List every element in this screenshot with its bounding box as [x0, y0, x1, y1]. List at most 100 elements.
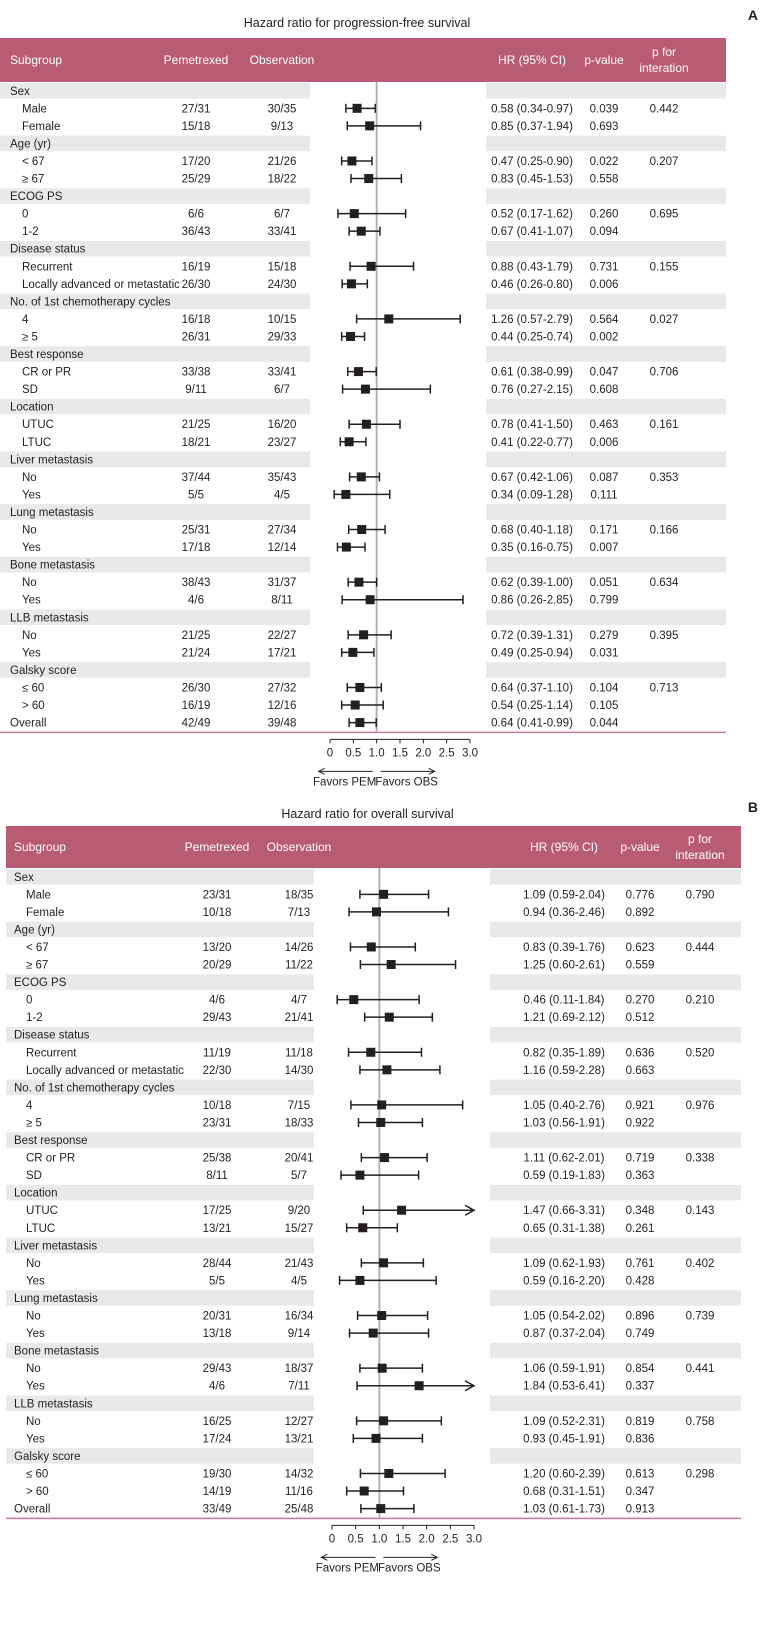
favors-pem-label: Favors PEM	[316, 1562, 379, 1574]
group-label: Sex	[14, 872, 34, 884]
group-band-left	[6, 1342, 314, 1359]
group-band-left	[0, 83, 310, 99]
ci-arrow	[464, 1204, 476, 1216]
hr-point	[346, 331, 356, 341]
p-value: 0.006	[590, 279, 619, 291]
group-band-right	[486, 135, 726, 152]
group-band-right	[486, 556, 726, 573]
group-band-left	[0, 451, 310, 468]
observation-count: 12/27	[285, 1416, 314, 1428]
subgroup-label: 0	[26, 995, 32, 1007]
subgroup-label: 4	[22, 314, 29, 326]
observation-count: 12/16	[268, 700, 297, 712]
hr-point	[371, 907, 381, 917]
subgroup-label: ≥ 5	[22, 331, 38, 343]
pemetrexed-count: 19/30	[203, 1468, 232, 1480]
subgroup-label: Female	[26, 907, 64, 919]
p-interaction: 0.207	[650, 156, 679, 168]
hr-ci-text: 1.21 (0.69-2.12)	[523, 1012, 605, 1024]
group-band-left	[6, 1448, 314, 1464]
group-band-right	[486, 398, 726, 415]
group-band-left	[0, 398, 310, 415]
observation-count: 5/7	[291, 1170, 307, 1182]
x-tick-label: 2.5	[439, 747, 455, 759]
hr-ci-text: 0.72 (0.39-1.31)	[491, 630, 573, 642]
observation-count: 27/34	[268, 525, 297, 537]
pemetrexed-count: 17/18	[182, 542, 211, 554]
p-interaction: 0.441	[686, 1363, 715, 1375]
hr-ci-text: 0.78 (0.41-1.50)	[491, 419, 573, 431]
hr-point	[377, 1311, 387, 1321]
pemetrexed-count: 26/30	[182, 682, 211, 694]
group-label: Bone metastasis	[14, 1346, 99, 1358]
hr-ci-text: 0.68 (0.31-1.51)	[523, 1486, 605, 1498]
hr-point	[352, 103, 362, 113]
subgroup-label: ≥ 67	[26, 960, 48, 972]
group-label: Bone metastasis	[10, 560, 95, 572]
p-value: 0.463	[590, 419, 619, 431]
overall-label: Overall	[14, 1504, 50, 1516]
p-interaction: 0.210	[686, 995, 715, 1007]
hr-point	[366, 1047, 376, 1057]
pemetrexed-count: 17/25	[203, 1205, 232, 1217]
observation-count: 15/18	[268, 261, 297, 273]
hr-ci-text: 1.84 (0.53-6.41)	[523, 1381, 605, 1393]
subgroup-label: CR or PR	[22, 367, 71, 379]
pemetrexed-count: 17/20	[182, 156, 211, 168]
group-label: Liver metastasis	[14, 1240, 97, 1252]
group-label: Age (yr)	[14, 924, 55, 936]
pemetrexed-count: 23/31	[203, 1117, 232, 1129]
subgroup-label: SD	[26, 1170, 42, 1182]
favors-left-arrowhead	[320, 1553, 328, 1561]
p-value: 0.260	[590, 209, 619, 221]
subgroup-label: 0	[22, 209, 28, 221]
hr-point	[414, 1381, 424, 1391]
group-band-left	[0, 556, 310, 573]
hr-point	[365, 595, 375, 605]
hr-point	[355, 1170, 365, 1180]
subgroup-label: Recurrent	[22, 261, 73, 273]
x-tick-label: 3.0	[466, 1533, 482, 1545]
panel-title: Hazard ratio for overall survival	[281, 807, 453, 821]
observation-count: 20/41	[285, 1153, 314, 1165]
hr-ci-text: 1.20 (0.60-2.39)	[523, 1468, 605, 1480]
hr-point	[341, 542, 351, 552]
column-header-hr: HR (95% CI)	[530, 840, 598, 854]
group-band-right	[486, 188, 726, 204]
observation-count: 8/11	[271, 595, 293, 607]
hr-point	[384, 1012, 394, 1022]
group-band-left	[0, 662, 310, 678]
group-band-left	[0, 188, 310, 204]
hr-point	[356, 226, 366, 236]
hr-ci-text: 1.09 (0.59-2.04)	[523, 889, 605, 901]
group-label: LLB metastasis	[10, 612, 89, 624]
p-value: 0.558	[590, 174, 619, 186]
subgroup-label: < 67	[22, 156, 45, 168]
column-header-pint-line2: interation	[639, 61, 688, 75]
hr-point	[349, 995, 359, 1005]
group-band-left	[0, 609, 310, 626]
observation-count: 4/5	[291, 1275, 307, 1287]
p-value: 0.913	[626, 1504, 655, 1516]
observation-count: 39/48	[268, 718, 297, 730]
subgroup-label: Yes	[26, 1381, 45, 1393]
hr-ci-text: 0.67 (0.42-1.06)	[491, 472, 573, 484]
pemetrexed-count: 25/29	[182, 174, 211, 186]
hr-point	[359, 1486, 369, 1496]
p-interaction: 0.739	[686, 1311, 715, 1323]
ci-arrow	[464, 1380, 476, 1392]
subgroup-label: Yes	[26, 1433, 45, 1445]
column-header-pint-line2: interation	[675, 848, 724, 862]
subgroup-label: Recurrent	[26, 1047, 77, 1059]
observation-count: 11/18	[285, 1047, 313, 1059]
hr-point	[348, 647, 358, 657]
p-interaction: 0.353	[650, 472, 679, 484]
hr-ci-text: 0.76 (0.27-2.15)	[491, 384, 573, 396]
hr-ci-text: 0.59 (0.16-2.20)	[523, 1275, 605, 1287]
hr-ci-text: 1.05 (0.54-2.02)	[523, 1311, 605, 1323]
subgroup-label: ≤ 60	[26, 1468, 48, 1480]
observation-count: 7/15	[288, 1100, 310, 1112]
p-value: 0.094	[590, 226, 619, 238]
pemetrexed-count: 26/31	[182, 331, 211, 343]
subgroup-label: No	[26, 1416, 41, 1428]
